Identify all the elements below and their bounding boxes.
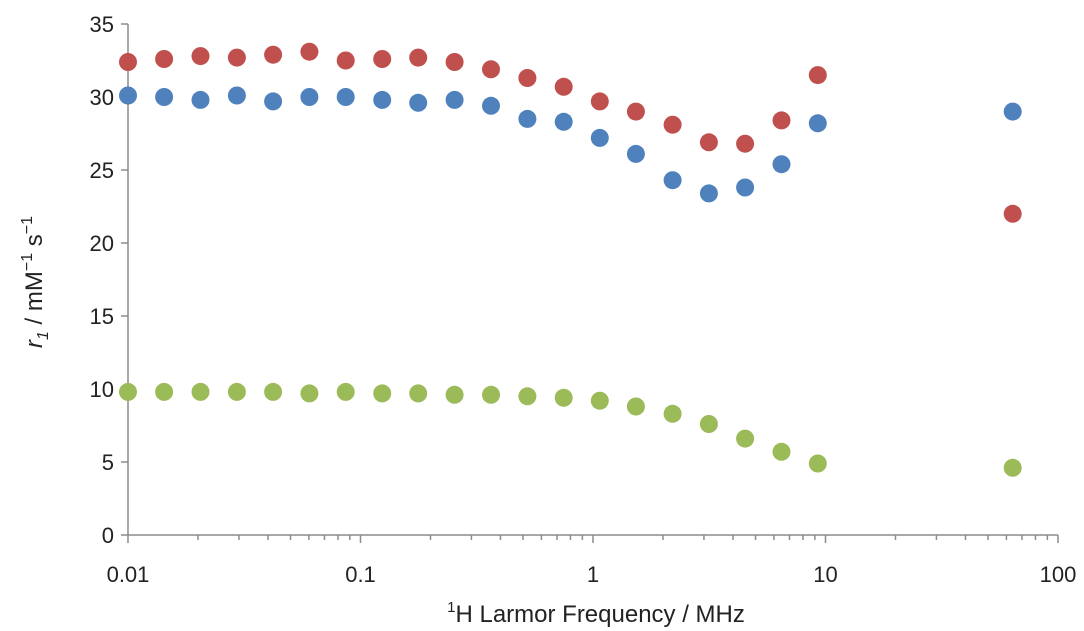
- data-point: [699, 184, 718, 203]
- data-point: [590, 391, 609, 410]
- data-point: [663, 404, 682, 423]
- y-tick-label: 15: [90, 304, 114, 329]
- x-tick-label: 0.1: [345, 562, 376, 587]
- data-point: [736, 429, 755, 448]
- y-tick-label: 30: [90, 85, 114, 110]
- data-point: [409, 384, 428, 403]
- data-point: [482, 96, 500, 115]
- data-point: [264, 92, 283, 111]
- data-point: [554, 112, 573, 131]
- y-tick-label: 5: [102, 450, 114, 475]
- data-point: [191, 47, 210, 66]
- data-point: [772, 442, 791, 461]
- data-point: [518, 109, 537, 128]
- data-point: [409, 48, 428, 67]
- data-point: [590, 128, 609, 147]
- series-3: [119, 382, 1022, 477]
- data-point: [808, 114, 827, 133]
- data-point: [336, 51, 355, 70]
- data-point: [626, 102, 645, 121]
- y-axis-title: r1 / mM−1 s−1: [19, 216, 52, 348]
- data-point: [373, 384, 392, 403]
- data-point: [119, 86, 137, 105]
- data-point: [663, 171, 682, 190]
- data-point: [227, 86, 246, 105]
- data-point: [300, 42, 319, 61]
- data-point: [699, 133, 718, 152]
- data-point: [736, 134, 755, 153]
- data-point: [445, 385, 464, 404]
- y-tick-label: 0: [102, 523, 114, 548]
- data-point: [155, 382, 174, 401]
- data-point: [409, 93, 428, 112]
- x-axis-title: 1H Larmor Frequency / MHz: [447, 599, 745, 628]
- tick-labels: 0 5 10 15 20 25 30 35 0.01 0.1 1 10 100: [90, 12, 1077, 587]
- data-point: [119, 53, 137, 71]
- y-tick-label: 20: [90, 231, 114, 256]
- data-point: [227, 48, 246, 67]
- data-point: [336, 88, 355, 106]
- data-point: [554, 388, 573, 407]
- x-tick-label: 0.01: [107, 562, 150, 587]
- data-point: [626, 144, 645, 163]
- data-points: [119, 42, 1022, 477]
- data-point: [119, 382, 137, 401]
- data-point: [554, 77, 573, 96]
- data-point: [808, 454, 827, 473]
- data-point: [373, 50, 392, 68]
- data-point: [191, 382, 210, 401]
- series-2: [119, 86, 1022, 203]
- data-point: [482, 60, 500, 79]
- data-point: [518, 69, 537, 87]
- data-point: [808, 66, 827, 85]
- series-1: [119, 42, 1022, 223]
- x-tick-label: 10: [813, 562, 837, 587]
- data-point: [699, 415, 718, 433]
- data-point: [155, 50, 174, 68]
- axis-ticks: [121, 23, 1059, 543]
- data-point: [736, 178, 755, 197]
- data-point: [772, 111, 791, 130]
- data-point: [518, 387, 537, 406]
- data-point: [590, 92, 609, 111]
- data-point: [300, 88, 319, 106]
- data-point: [626, 397, 645, 416]
- y-tick-label: 10: [90, 377, 114, 402]
- x-tick-label: 1: [587, 562, 599, 587]
- data-point: [1003, 458, 1022, 477]
- data-point: [155, 88, 174, 106]
- data-point: [663, 115, 682, 134]
- data-point: [227, 382, 246, 401]
- y-tick-label: 25: [90, 158, 114, 183]
- data-point: [445, 53, 464, 71]
- data-point: [1003, 204, 1022, 223]
- y-tick-label: 35: [90, 12, 114, 37]
- data-point: [300, 384, 319, 403]
- data-point: [445, 90, 464, 109]
- data-point: [1003, 102, 1022, 121]
- data-point: [191, 90, 210, 109]
- data-point: [264, 45, 283, 64]
- data-point: [482, 385, 500, 404]
- data-point: [772, 155, 791, 174]
- data-point: [336, 382, 355, 401]
- data-point: [373, 90, 392, 109]
- data-point: [264, 382, 283, 401]
- x-tick-label: 100: [1040, 562, 1077, 587]
